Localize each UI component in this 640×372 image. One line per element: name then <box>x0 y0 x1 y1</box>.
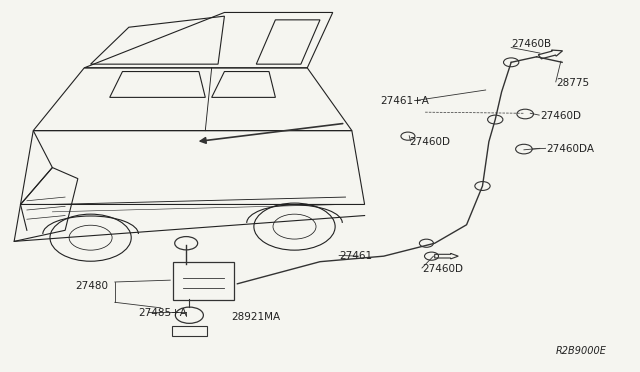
Text: 27461+A: 27461+A <box>381 96 429 106</box>
Text: 27460D: 27460D <box>422 264 463 274</box>
Text: 27460D: 27460D <box>409 137 450 147</box>
Text: R2B9000E: R2B9000E <box>556 346 607 356</box>
Text: 27485+A: 27485+A <box>138 308 188 318</box>
Text: 27461: 27461 <box>339 251 372 261</box>
Text: 27480: 27480 <box>76 281 108 291</box>
Text: 28921MA: 28921MA <box>231 312 280 322</box>
Text: 27460DA: 27460DA <box>546 144 594 154</box>
Text: 27460B: 27460B <box>511 39 551 49</box>
Text: 28775: 28775 <box>556 78 589 88</box>
Text: 27460D: 27460D <box>540 111 581 121</box>
